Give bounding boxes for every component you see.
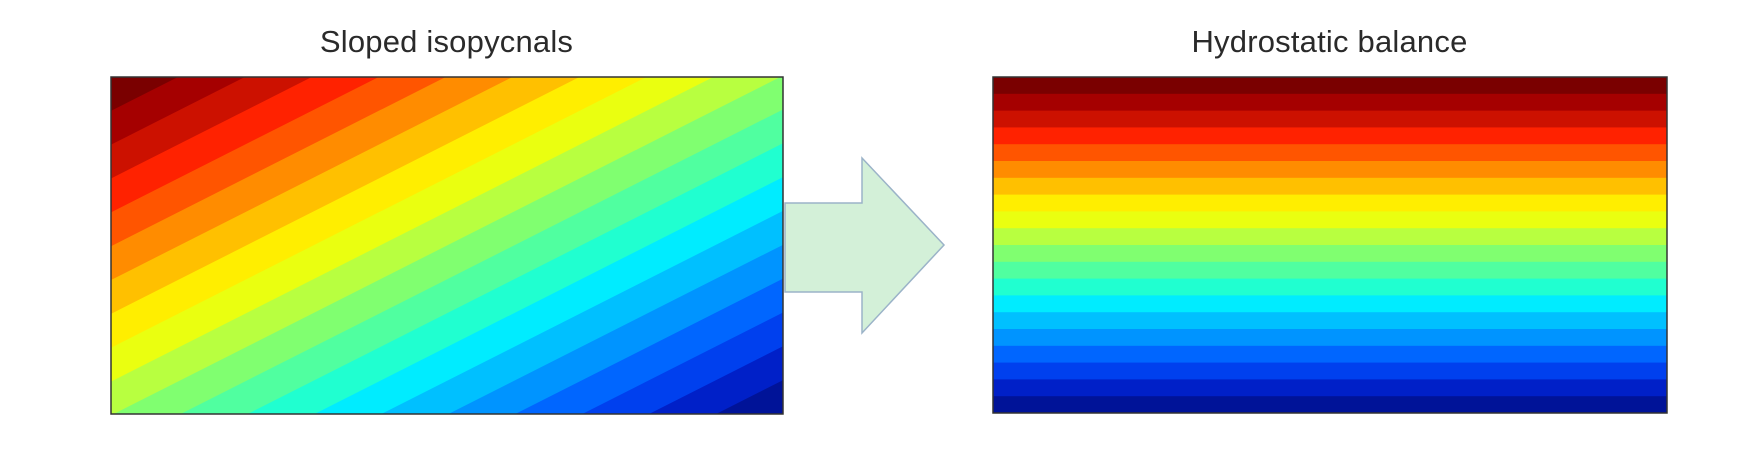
horizontal-band	[993, 345, 1667, 364]
horizontal-band	[993, 329, 1667, 347]
horizontal-band	[993, 211, 1667, 229]
horizontal-band	[993, 312, 1667, 330]
horizontal-band	[993, 161, 1667, 179]
horizontal-band	[993, 278, 1667, 296]
horizontal-band	[993, 127, 1667, 145]
horizontal-band	[993, 379, 1667, 397]
horizontal-band	[993, 295, 1667, 313]
horizontal-band	[993, 110, 1667, 128]
right-arrow-icon	[784, 156, 946, 335]
panel-title-left: Sloped isopycnals	[319, 24, 574, 59]
horizontal-band	[993, 261, 1667, 280]
horizontal-bands	[993, 77, 1667, 413]
horizontal-band	[993, 144, 1667, 162]
hydrostatic-balance-panel	[992, 76, 1668, 414]
horizontal-band	[993, 194, 1667, 212]
horizontal-band	[993, 245, 1667, 263]
left-panel-frame	[110, 76, 784, 415]
panel-title-right: Hydrostatic balance	[1191, 24, 1468, 59]
horizontal-band	[993, 77, 1667, 95]
horizontal-band	[993, 93, 1667, 112]
horizontal-band	[993, 396, 1667, 413]
horizontal-band	[993, 228, 1667, 246]
horizontal-band	[993, 177, 1667, 196]
right-panel-frame	[992, 76, 1668, 414]
horizontal-band	[993, 362, 1667, 380]
